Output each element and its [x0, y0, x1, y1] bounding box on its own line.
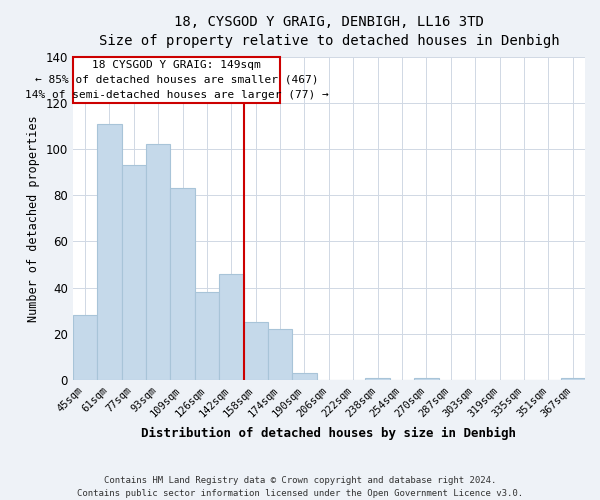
Bar	[195, 292, 219, 380]
Bar	[268, 330, 292, 380]
Bar	[97, 124, 122, 380]
Bar	[414, 378, 439, 380]
Bar	[146, 144, 170, 380]
Text: Contains HM Land Registry data © Crown copyright and database right 2024.
Contai: Contains HM Land Registry data © Crown c…	[77, 476, 523, 498]
Bar	[170, 188, 195, 380]
X-axis label: Distribution of detached houses by size in Denbigh: Distribution of detached houses by size …	[142, 427, 517, 440]
Text: 14% of semi-detached houses are larger (77) →: 14% of semi-detached houses are larger (…	[25, 90, 328, 100]
Bar	[365, 378, 390, 380]
Bar	[219, 274, 244, 380]
Text: 18 CYSGOD Y GRAIG: 149sqm: 18 CYSGOD Y GRAIG: 149sqm	[92, 60, 261, 70]
Bar	[292, 373, 317, 380]
Bar	[122, 165, 146, 380]
Text: ← 85% of detached houses are smaller (467): ← 85% of detached houses are smaller (46…	[35, 74, 318, 85]
Bar	[73, 316, 97, 380]
Title: 18, CYSGOD Y GRAIG, DENBIGH, LL16 3TD
Size of property relative to detached hous: 18, CYSGOD Y GRAIG, DENBIGH, LL16 3TD Si…	[98, 15, 559, 48]
Y-axis label: Number of detached properties: Number of detached properties	[27, 115, 40, 322]
FancyBboxPatch shape	[73, 56, 280, 103]
Bar	[244, 322, 268, 380]
Bar	[560, 378, 585, 380]
